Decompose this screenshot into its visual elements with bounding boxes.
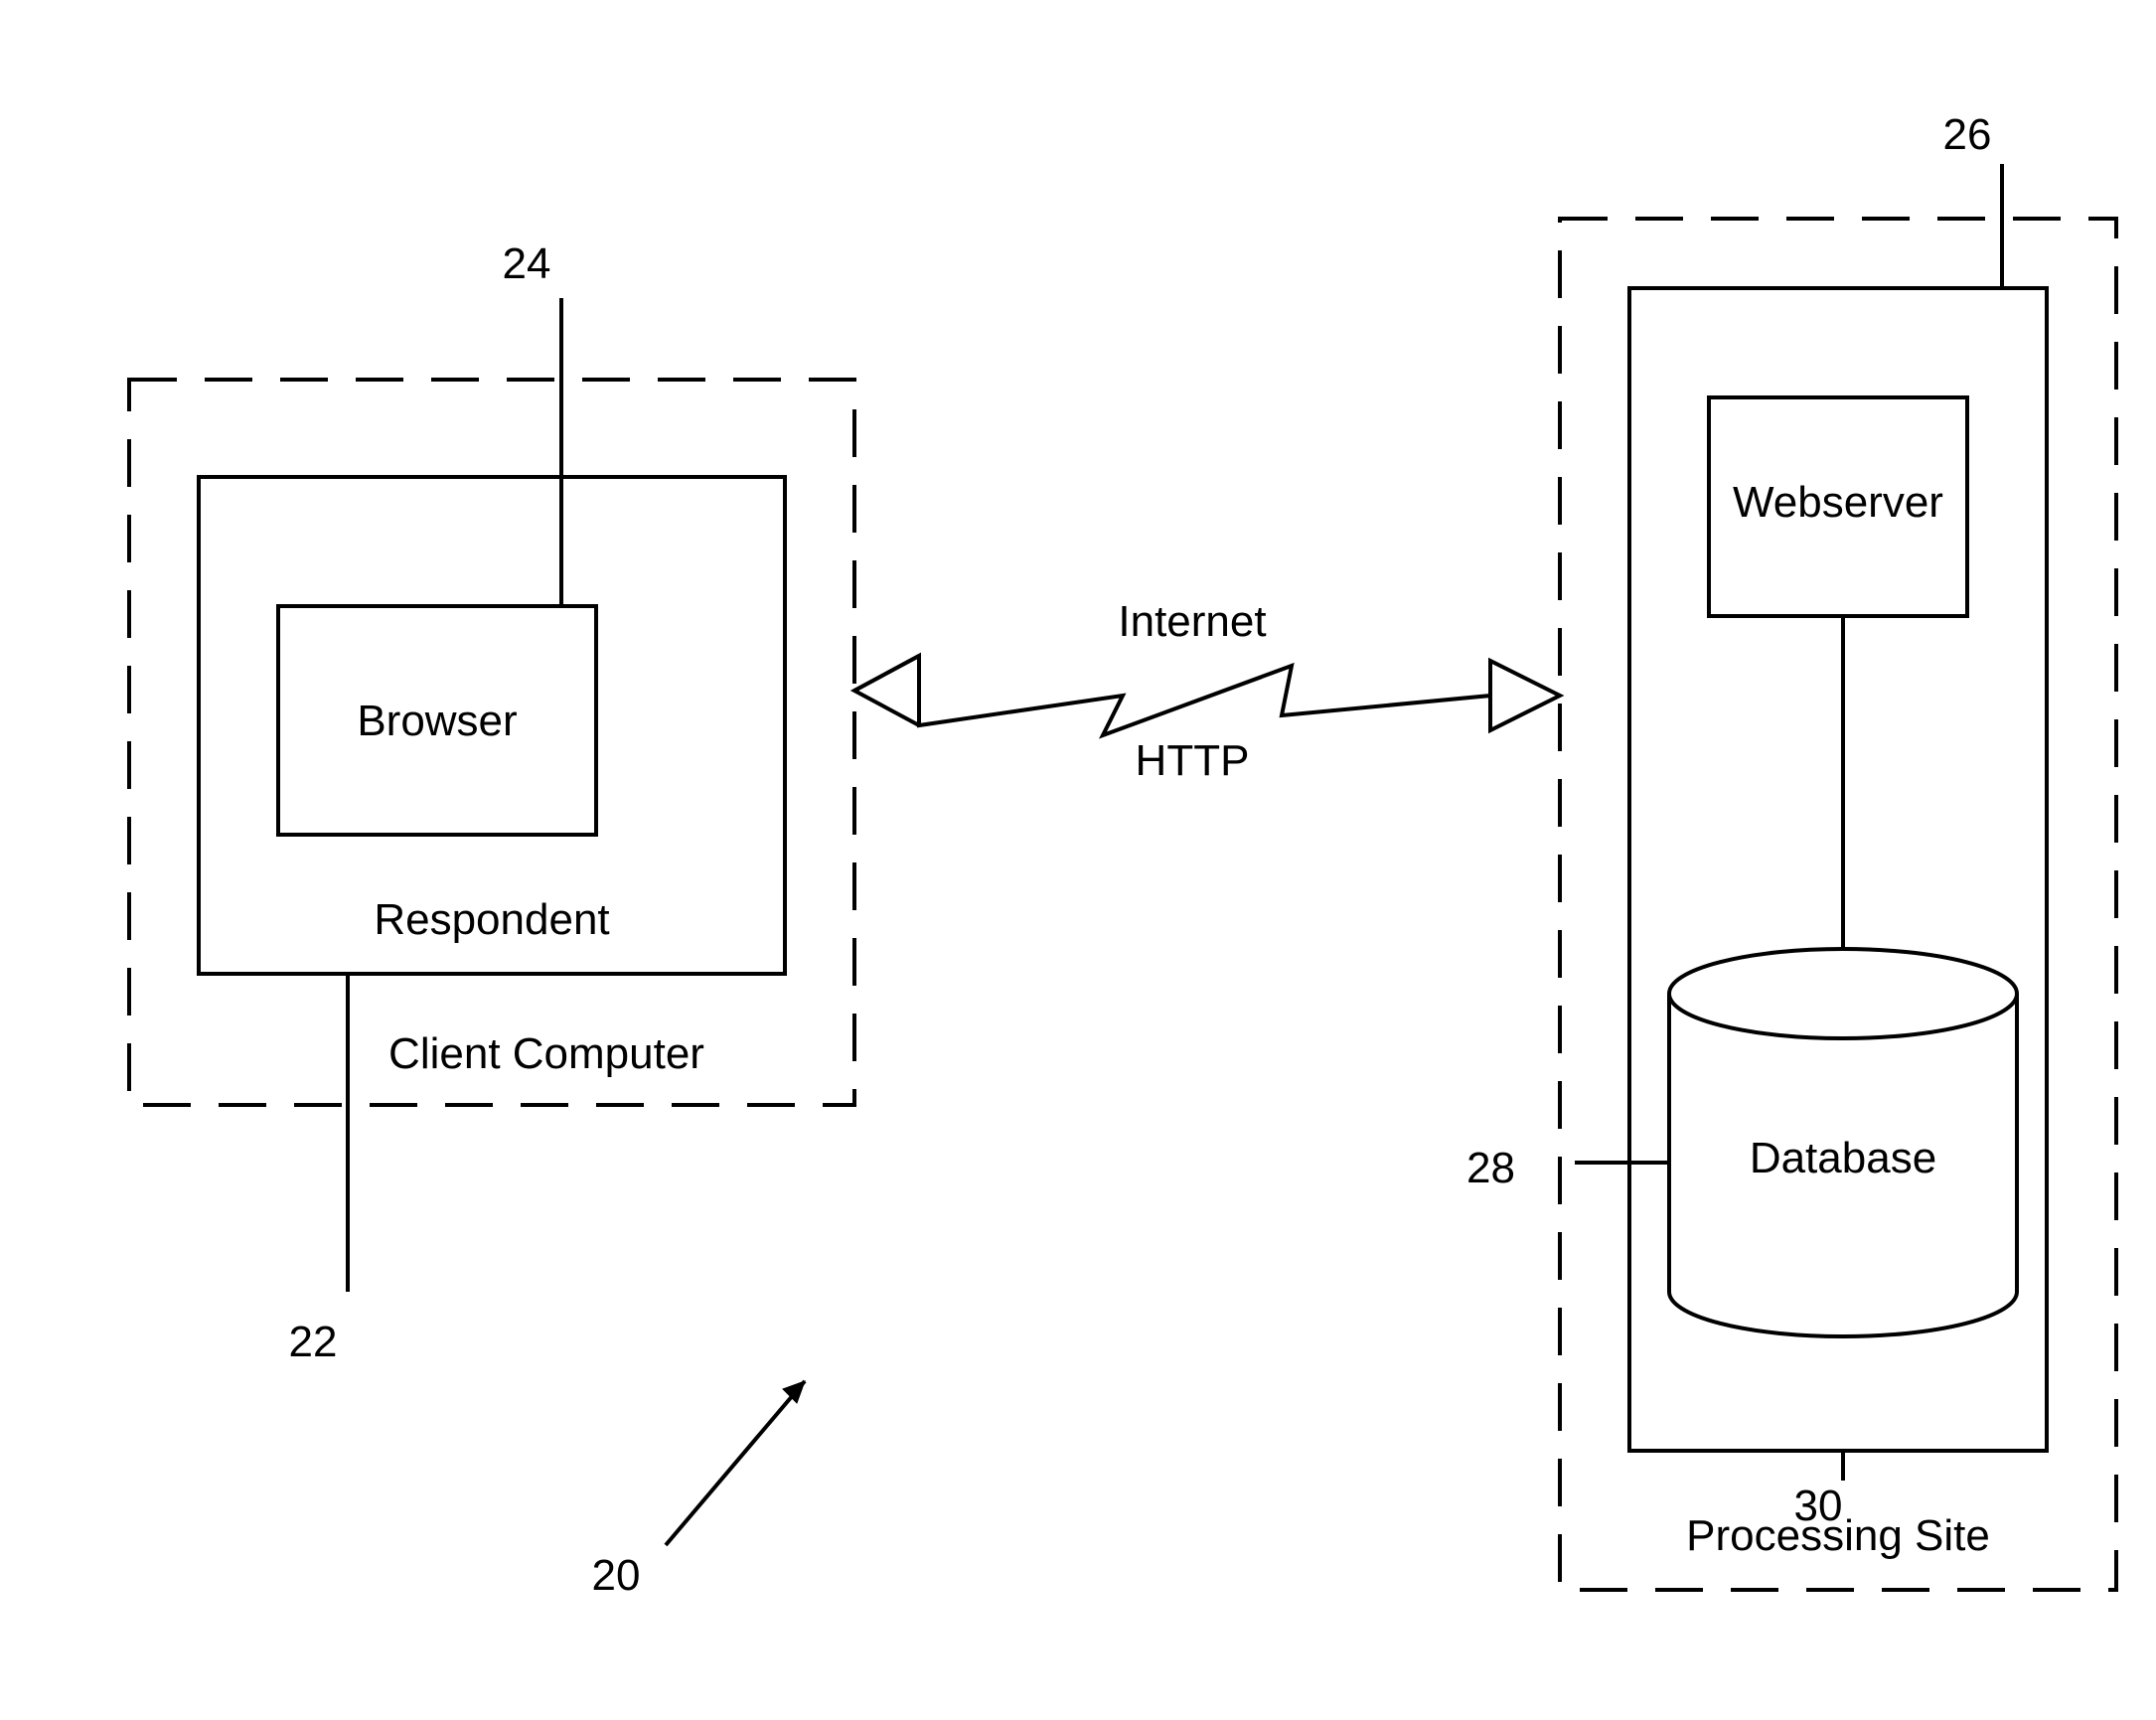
browser-label: Browser: [357, 697, 517, 745]
server-box: [1629, 288, 2047, 1451]
ref-20-arrowhead: [783, 1381, 805, 1403]
database-bottom: [1669, 1292, 2017, 1336]
ref-24: 24: [503, 239, 551, 288]
webserver-label: Webserver: [1733, 478, 1943, 527]
ref-28: 28: [1466, 1144, 1515, 1192]
ref-20: 20: [592, 1551, 641, 1600]
respondent-label: Respondent: [374, 895, 609, 944]
client-computer-label: Client Computer: [388, 1029, 704, 1078]
ref-20-arrow: [666, 1381, 805, 1545]
http-label: HTTP: [1136, 736, 1250, 785]
ref-26: 26: [1943, 110, 1992, 159]
database-label: Database: [1750, 1134, 1936, 1182]
ref-30: 30: [1794, 1482, 1843, 1530]
ref-22: 22: [289, 1318, 338, 1366]
internet-connection-arrow: [854, 656, 1560, 735]
database-top: [1669, 949, 2017, 1038]
processing-site-box: [1560, 219, 2116, 1590]
internet-label: Internet: [1118, 597, 1266, 646]
internet-arrowhead-left: [854, 656, 919, 725]
